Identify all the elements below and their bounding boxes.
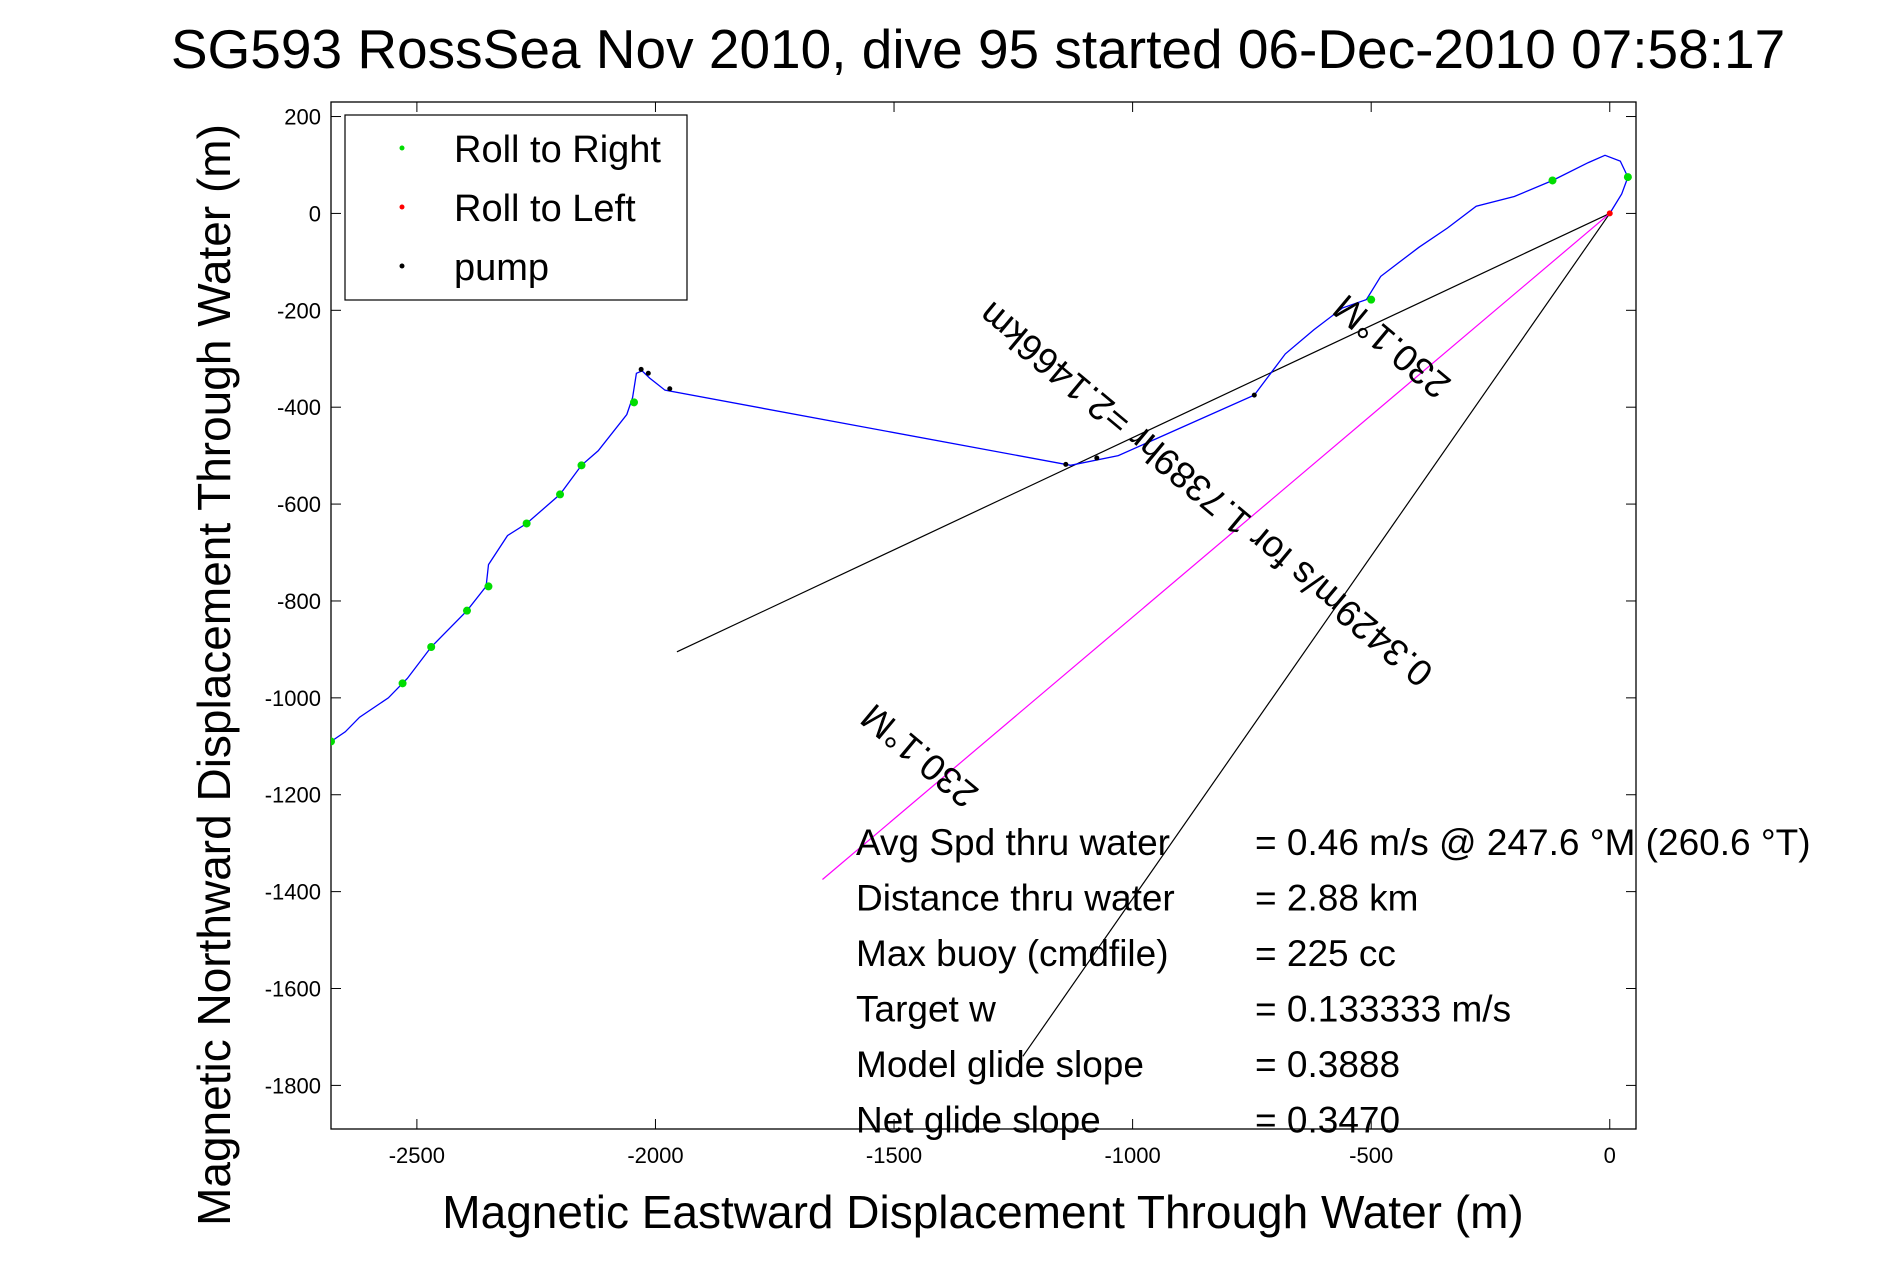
roll-right-marker — [331, 737, 335, 746]
y-tick-label: -200 — [277, 298, 321, 323]
stat-value: = 0.46 m/s @ 247.6 °M (260.6 °T) — [1255, 822, 1811, 863]
stat-label: Distance thru water — [856, 878, 1175, 919]
y-tick-label: -1800 — [265, 1073, 321, 1098]
roll-right-marker — [577, 461, 586, 470]
roll-right-marker — [427, 642, 436, 651]
pump-marker — [1063, 461, 1069, 467]
plot-area-frame — [330, 101, 1637, 1130]
x-tick-label: -1500 — [866, 1143, 922, 1168]
stat-label: Model glide slope — [856, 1044, 1144, 1085]
pump-marker — [1251, 392, 1257, 398]
stat-value: = 225 cc — [1255, 933, 1396, 974]
stat-label: Max buoy (cmdfile) — [856, 933, 1169, 974]
y-axis-ticks: 200 0 -200 -400 -600 -800 -1000 -1200 -1400 -1600… — [265, 105, 1636, 1098]
legend-marker — [399, 145, 405, 151]
y-tick-label: 200 — [284, 105, 321, 130]
legend-marker — [399, 263, 405, 269]
reference-line-1 — [676, 212, 1611, 653]
stat-label: Net glide slope — [856, 1100, 1101, 1141]
roll-right-marker — [1548, 176, 1557, 185]
pump-marker — [667, 386, 673, 392]
roll-right-marker — [522, 519, 531, 528]
y-tick-label: -1200 — [265, 783, 321, 808]
chart-title: SG593 RossSea Nov 2010, dive 95 started … — [171, 18, 1785, 80]
reference-line-3 — [822, 212, 1611, 880]
pump-marker — [638, 366, 644, 372]
y-tick-label: -800 — [277, 589, 321, 614]
roll-right-marker — [462, 606, 471, 615]
roll-left-marker — [1606, 210, 1613, 217]
x-axis-label: Magnetic Eastward Displacement Through W… — [442, 1186, 1523, 1238]
series-line-track — [331, 154, 1629, 743]
legend-marker — [399, 204, 405, 210]
roll-right-marker — [1623, 173, 1632, 182]
y-tick-label: -1000 — [265, 686, 321, 711]
legend: Roll to Right Roll to Left pump — [344, 114, 688, 301]
stats-block: Avg Spd thru water = 0.46 m/s @ 247.6 °M … — [856, 822, 1811, 1141]
y-tick-label: -400 — [277, 395, 321, 420]
stat-label: Target w — [856, 989, 996, 1030]
legend-label: Roll to Right — [454, 129, 661, 171]
roll-right-marker — [556, 490, 565, 499]
pump-marker — [1094, 455, 1100, 461]
y-tick-label: -600 — [277, 492, 321, 517]
plot-content — [331, 154, 1632, 1057]
x-tick-label: -500 — [1349, 1143, 1393, 1168]
stat-value: = 0.3888 — [1255, 1044, 1400, 1085]
legend-label: pump — [454, 247, 549, 289]
stat-label: Avg Spd thru water — [856, 822, 1170, 863]
y-axis-label: Magnetic Northward Displacement Through … — [188, 124, 240, 1226]
roll-right-marker — [629, 398, 638, 407]
roll-right-marker — [484, 582, 493, 591]
x-tick-label: 0 — [1604, 1143, 1616, 1168]
reference-line-2 — [1022, 213, 1611, 1057]
y-tick-label: -1600 — [265, 977, 321, 1002]
roll-right-marker — [1367, 295, 1376, 304]
x-axis-ticks: -2500 -2000 -1500 -1000 -500 0 — [389, 102, 1616, 1168]
x-tick-label: -1000 — [1104, 1143, 1160, 1168]
x-tick-label: -2000 — [627, 1143, 683, 1168]
stat-value: = 0.3470 — [1255, 1100, 1400, 1141]
legend-label: Roll to Left — [454, 188, 636, 230]
x-tick-label: -2500 — [389, 1143, 445, 1168]
roll-right-marker — [398, 679, 407, 688]
pump-marker — [645, 370, 651, 376]
stat-value: = 0.133333 m/s — [1255, 989, 1511, 1030]
y-tick-label: -1400 — [265, 880, 321, 905]
y-tick-label: 0 — [309, 201, 321, 226]
stat-value: = 2.88 km — [1255, 878, 1419, 919]
